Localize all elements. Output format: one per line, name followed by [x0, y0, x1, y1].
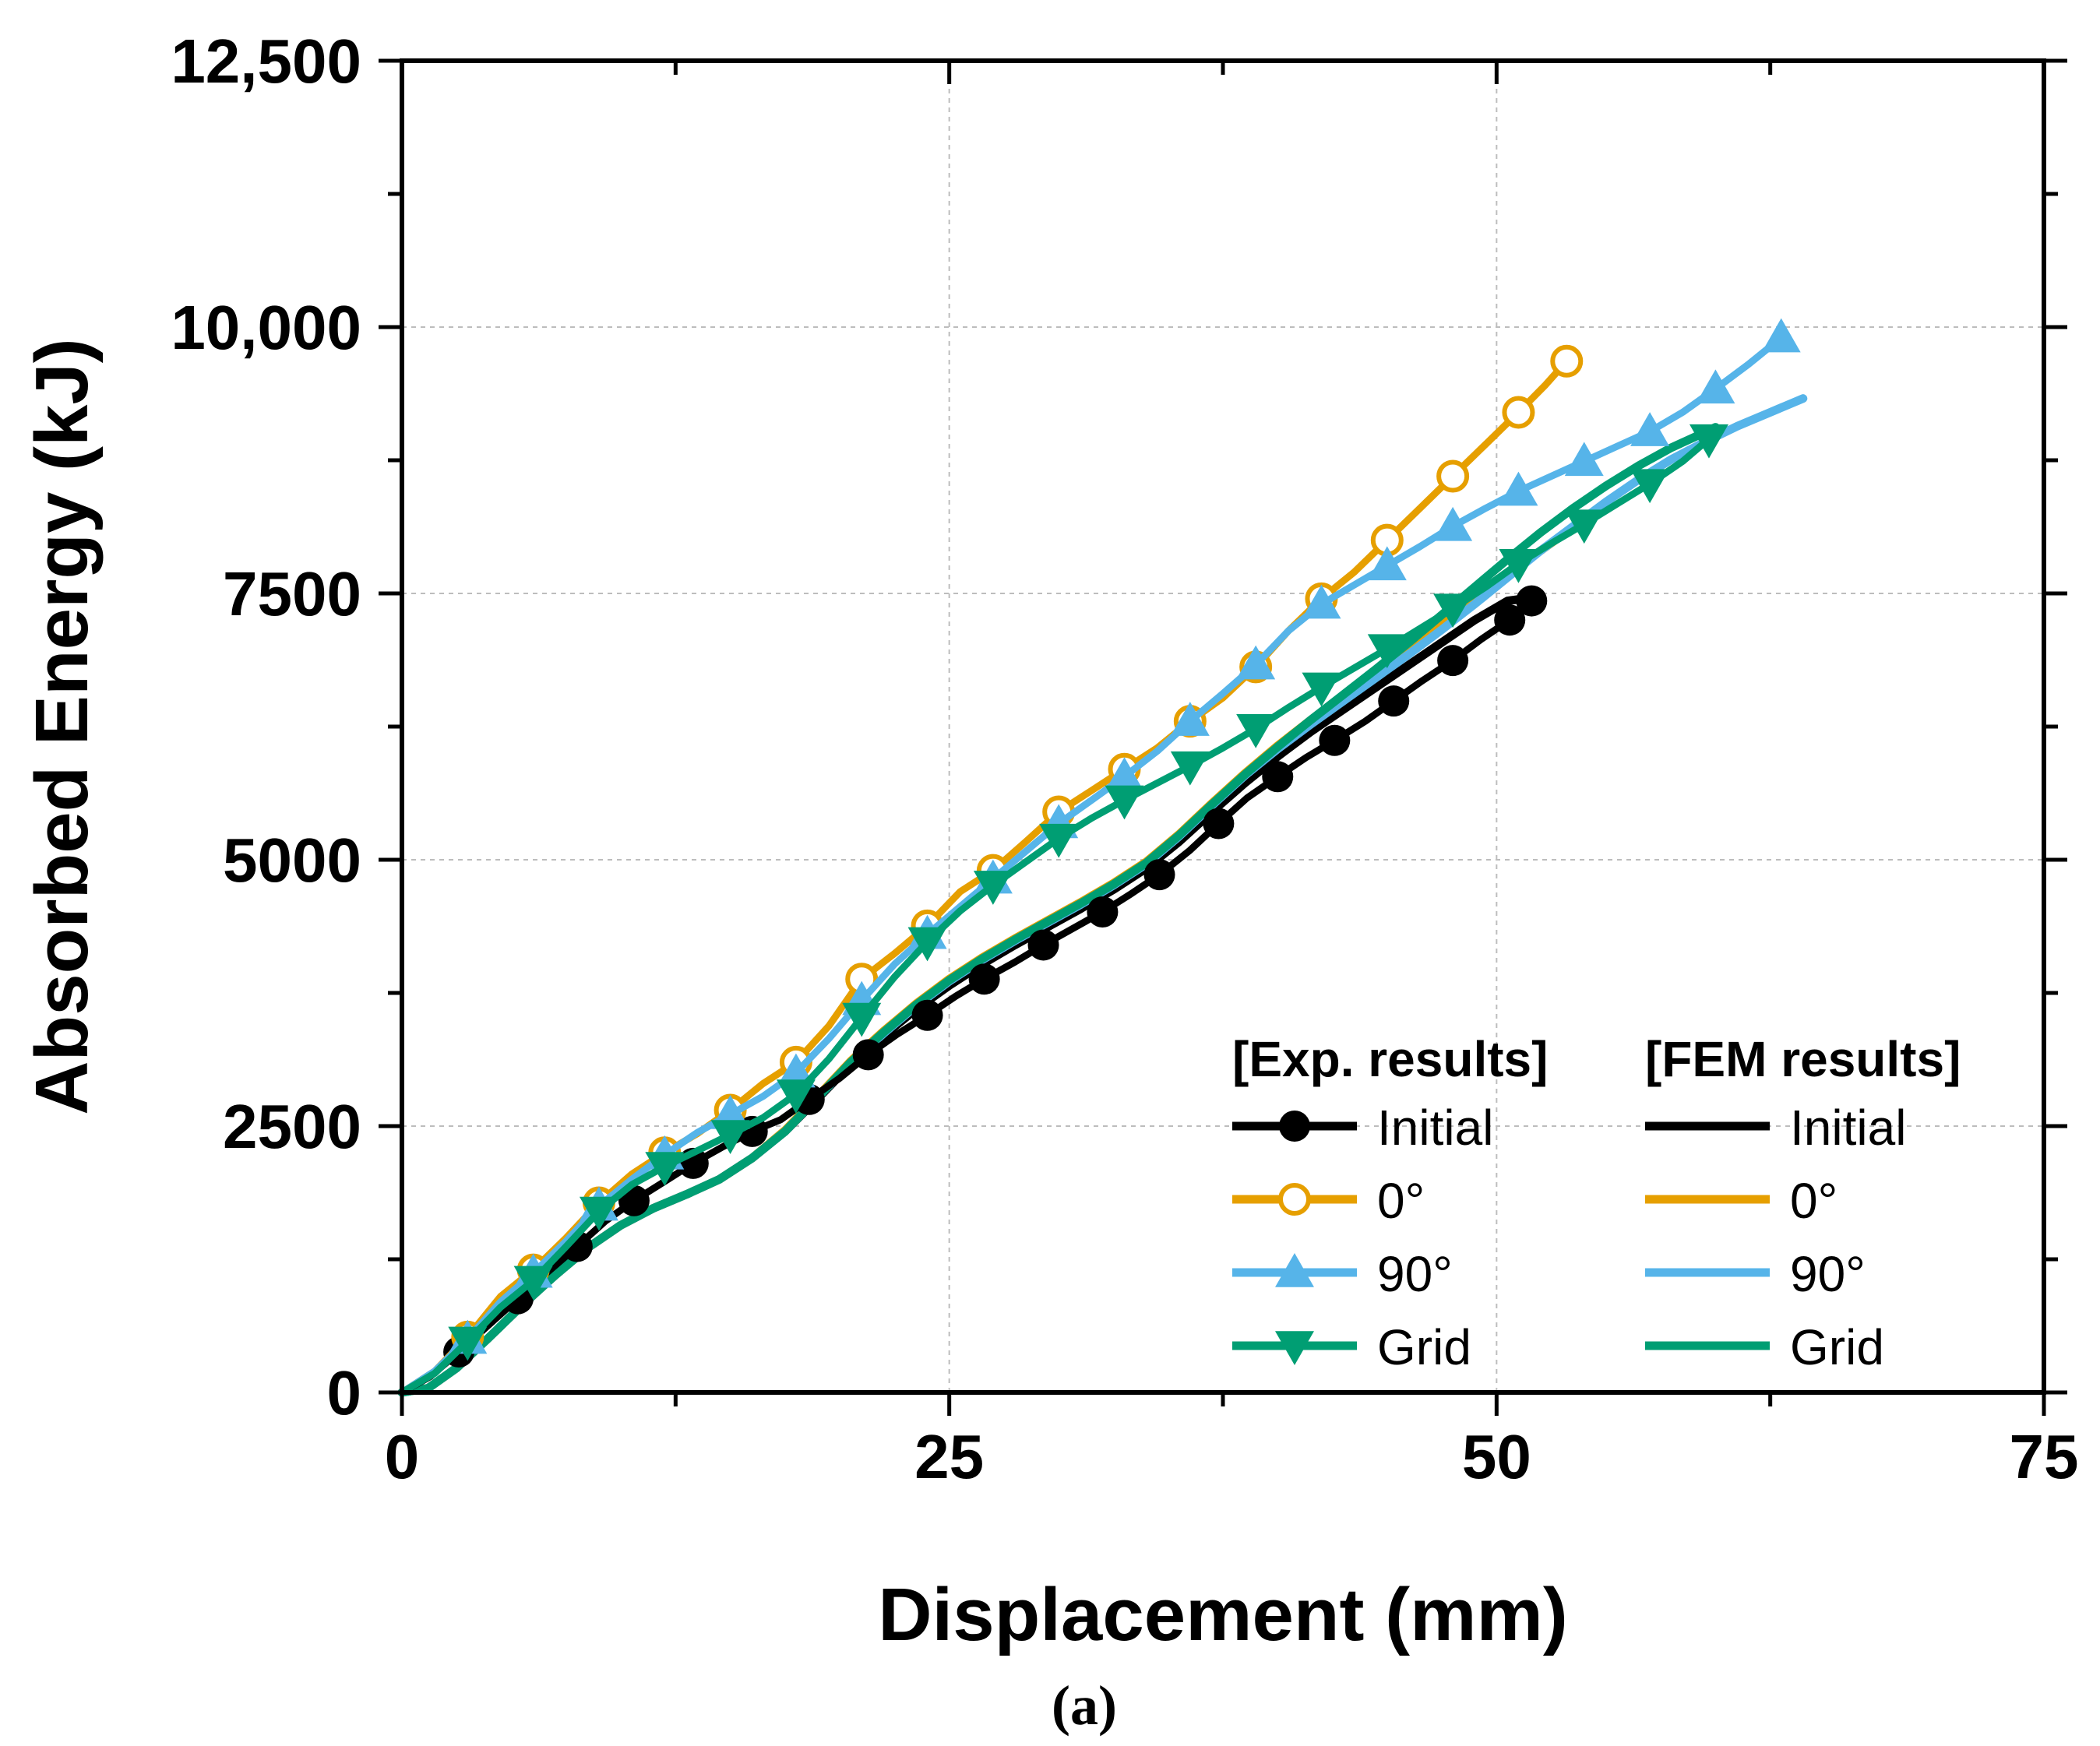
data-point-marker: [1367, 546, 1407, 581]
data-point-marker: [1027, 929, 1059, 961]
legend-entry-fem: Initial: [1645, 1100, 1906, 1156]
legend-exp-header: [Exp. results]: [1232, 1031, 1548, 1087]
data-point-marker: [1170, 751, 1210, 786]
series-exp-grid: [398, 424, 1728, 1396]
data-point-marker: [1302, 672, 1341, 707]
data-point-marker: [1203, 808, 1235, 840]
x-tick-label: 0: [385, 1422, 420, 1491]
y-tick-label: 12,500: [171, 26, 361, 96]
data-point-marker: [1319, 724, 1351, 756]
legend-swatch-marker: [1278, 1183, 1311, 1216]
data-point-marker: [1236, 713, 1276, 748]
legend-entry-fem: 90°: [1645, 1246, 1866, 1302]
data-point-marker: [1433, 506, 1473, 541]
data-point-marker: [1105, 757, 1144, 792]
data-point-marker: [842, 1002, 882, 1037]
data-point-marker: [1499, 548, 1538, 583]
x-tick-label: 75: [2010, 1422, 2079, 1491]
y-tick-label: 2500: [223, 1092, 361, 1161]
series-group: [397, 318, 1808, 1397]
data-point-marker: [1630, 469, 1670, 504]
data-point-marker: [1170, 702, 1210, 736]
legend-swatch-marker: [1279, 1111, 1310, 1142]
legend-label: Initial: [1377, 1100, 1493, 1156]
data-point-marker: [968, 963, 1000, 995]
legend-entry-exp: 0°: [1232, 1173, 1425, 1229]
data-point-marker: [579, 1196, 618, 1231]
data-point-marker: [645, 1152, 685, 1186]
legend-entries: Initial 0° 90° Grid Initial 0° 90° Grid: [1232, 1100, 1906, 1375]
legend-label: 90°: [1377, 1246, 1453, 1302]
data-point-marker: [1516, 585, 1548, 617]
x-tick-label: 25: [914, 1422, 984, 1491]
data-point-marker: [1689, 424, 1728, 459]
grid-lines: [402, 61, 2044, 1392]
data-point-marker: [1761, 318, 1801, 353]
data-point-marker: [1262, 761, 1294, 793]
y-tick-label: 7500: [223, 559, 361, 628]
data-point-marker: [448, 1326, 488, 1361]
data-point-marker: [1143, 859, 1175, 891]
y-tick-label: 10,000: [171, 293, 361, 362]
data-point-marker: [1433, 593, 1473, 628]
legend-label: Initial: [1790, 1100, 1906, 1156]
series-line: [398, 597, 1535, 1396]
legend: [Exp. results] [FEM results] Initial 0° 90…: [1232, 1031, 1961, 1375]
legend-entry-fem: Grid: [1645, 1319, 1884, 1375]
legend-label: 0°: [1377, 1173, 1425, 1229]
legend-swatch-marker: [1275, 1331, 1314, 1365]
legend-fem-header: [FEM results]: [1645, 1031, 1961, 1087]
data-point-marker: [1550, 344, 1584, 378]
data-point-marker: [1087, 896, 1119, 928]
data-point-marker: [710, 1120, 750, 1154]
data-point-marker: [1630, 412, 1670, 446]
data-point-marker: [1302, 584, 1341, 619]
x-axis-title: Displacement (mm): [878, 1573, 1568, 1656]
y-tick-label: 5000: [223, 825, 361, 895]
data-point-marker: [1564, 509, 1604, 544]
legend-label: 0°: [1790, 1173, 1838, 1229]
data-point-marker: [1564, 442, 1604, 477]
data-point-marker: [1367, 634, 1407, 669]
series-line: [398, 334, 1785, 1396]
legend-swatch-marker: [1275, 1253, 1314, 1287]
data-point-marker: [1696, 369, 1735, 404]
legend-entry-exp: Grid: [1232, 1319, 1471, 1375]
data-point-marker: [513, 1265, 553, 1301]
legend-entry-exp: Initial: [1232, 1100, 1493, 1156]
legend-entry-exp: 90°: [1232, 1246, 1453, 1302]
figure-caption: (a): [1052, 1674, 1117, 1737]
y-tick-label: 0: [327, 1358, 362, 1427]
legend-label: Grid: [1790, 1319, 1884, 1375]
data-point-marker: [911, 999, 943, 1031]
data-point-marker: [1236, 645, 1276, 680]
series-fem-initial: [397, 593, 1536, 1397]
x-tick-label: 50: [1462, 1422, 1531, 1491]
y-axis-title: Absorbed Energy (kJ): [20, 338, 104, 1115]
data-point-marker: [1499, 471, 1538, 506]
legend-entry-fem: 0°: [1645, 1173, 1838, 1229]
legend-label: Grid: [1377, 1319, 1471, 1375]
data-point-marker: [852, 1039, 884, 1071]
legend-label: 90°: [1790, 1246, 1866, 1302]
data-point-marker: [1502, 396, 1535, 429]
data-point-marker: [1105, 785, 1144, 820]
axis-ticks: 0 25 50 75 0 2500 5000 7500 10,000 12,500: [171, 26, 2078, 1491]
data-point-marker: [1039, 823, 1079, 858]
data-point-marker: [1494, 604, 1526, 636]
series-exp-initial: [398, 585, 1548, 1396]
data-point-marker: [907, 927, 947, 962]
data-point-marker: [1378, 685, 1410, 717]
data-point-marker: [1437, 645, 1469, 677]
data-point-marker: [1436, 459, 1470, 493]
data-point-marker: [973, 871, 1013, 905]
data-point-marker: [776, 1079, 816, 1114]
series-line: [397, 593, 1536, 1397]
